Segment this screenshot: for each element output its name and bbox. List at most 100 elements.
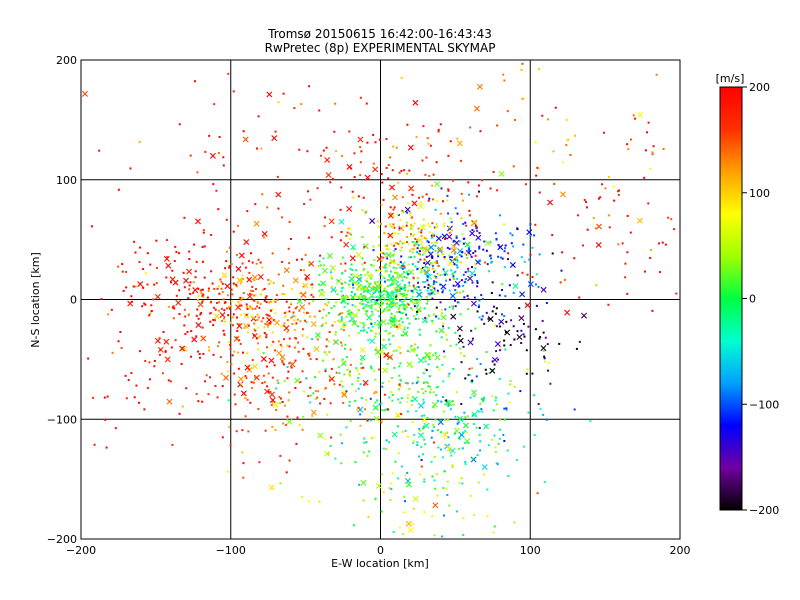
scatter-point — [410, 256, 413, 259]
scatter-point — [426, 302, 429, 305]
scatter-point — [446, 194, 449, 197]
scatter-point-x — [388, 275, 395, 282]
scatter-point — [397, 290, 400, 293]
scatter-point — [248, 271, 251, 274]
scatter-point — [437, 385, 440, 388]
scatter-point — [322, 149, 325, 152]
scatter-point — [357, 281, 360, 284]
scatter-point — [266, 325, 269, 328]
scatter-point — [274, 130, 277, 133]
scatter-point — [417, 390, 420, 393]
scatter-point-x — [289, 361, 296, 368]
scatter-point — [442, 268, 445, 271]
scatter-point — [257, 316, 260, 319]
scatter-point — [397, 345, 400, 348]
scatter-point-x — [457, 337, 464, 344]
scatter-point — [506, 449, 509, 452]
scatter-point-x — [449, 292, 456, 299]
scatter-point — [405, 271, 408, 274]
scatter-point-x — [236, 277, 243, 284]
scatter-point-x — [449, 447, 456, 454]
scatter-point — [377, 291, 380, 294]
scatter-point-x — [441, 431, 448, 438]
scatter-point — [354, 322, 357, 325]
scatter-point — [347, 283, 350, 286]
scatter-point-x — [392, 194, 399, 201]
scatter-point — [220, 372, 223, 375]
scatter-point — [578, 340, 581, 343]
scatter-point — [318, 283, 321, 286]
scatter-point — [407, 303, 410, 306]
scatter-point — [500, 313, 503, 316]
scatter-point — [298, 424, 301, 427]
scatter-point — [512, 245, 515, 248]
scatter-point — [634, 117, 637, 120]
scatter-point — [372, 133, 375, 136]
scatter-point — [476, 280, 479, 283]
scatter-point — [365, 287, 368, 290]
scatter-point — [647, 121, 650, 124]
scatter-point — [426, 289, 429, 292]
scatter-point — [449, 217, 452, 220]
scatter-point — [352, 320, 355, 323]
scatter-point — [408, 388, 411, 391]
scatter-point — [404, 289, 407, 292]
scatter-point — [148, 361, 151, 364]
scatter-point — [325, 338, 328, 341]
scatter-point — [403, 328, 406, 331]
scatter-point — [236, 224, 239, 227]
scatter-point — [498, 437, 501, 440]
scatter-point — [330, 436, 333, 439]
scatter-point — [479, 402, 482, 405]
scatter-point — [444, 308, 447, 311]
scatter-point — [322, 359, 325, 362]
scatter-point — [367, 339, 370, 342]
scatter-point-x — [417, 432, 424, 439]
scatter-point — [178, 123, 181, 126]
scatter-point — [515, 458, 518, 461]
scatter-point-x — [154, 337, 161, 344]
scatter-point — [422, 224, 425, 227]
scatter-point — [121, 263, 124, 266]
scatter-point — [231, 324, 234, 327]
scatter-point — [359, 96, 362, 99]
scatter-point — [481, 297, 484, 300]
scatter-point — [195, 314, 198, 317]
scatter-point — [306, 311, 309, 314]
scatter-point — [398, 306, 401, 309]
scatter-point — [349, 420, 352, 423]
scatter-point — [332, 358, 335, 361]
scatter-point — [398, 310, 401, 313]
scatter-point — [385, 439, 388, 442]
scatter-point — [396, 274, 399, 277]
scatter-point — [407, 410, 410, 413]
scatter-point — [463, 411, 466, 414]
scatter-point — [172, 317, 175, 320]
scatter-point — [510, 242, 513, 245]
scatter-point — [233, 393, 236, 396]
scatter-point — [649, 256, 652, 259]
y-tick-label: 200 — [56, 54, 77, 67]
scatter-point — [372, 245, 375, 248]
scatter-point — [504, 295, 507, 298]
scatter-point — [538, 191, 541, 194]
scatter-point — [365, 289, 368, 292]
scatter-point — [412, 234, 415, 237]
scatter-point — [398, 374, 401, 377]
scatter-point — [428, 315, 431, 318]
scatter-point-x — [417, 357, 424, 364]
scatter-point-x — [425, 351, 432, 358]
scatter-point — [455, 391, 458, 394]
scatter-point-x — [518, 315, 525, 322]
scatter-point — [330, 271, 333, 274]
scatter-point — [448, 306, 451, 309]
scatter-point — [420, 234, 423, 237]
scatter-point — [613, 199, 616, 202]
scatter-point-x — [547, 199, 554, 206]
scatter-point — [428, 292, 431, 295]
scatter-point — [453, 299, 456, 302]
scatter-point — [432, 423, 435, 426]
scatter-point — [400, 169, 403, 172]
scatter-point — [213, 103, 216, 106]
scatter-point — [169, 281, 172, 284]
